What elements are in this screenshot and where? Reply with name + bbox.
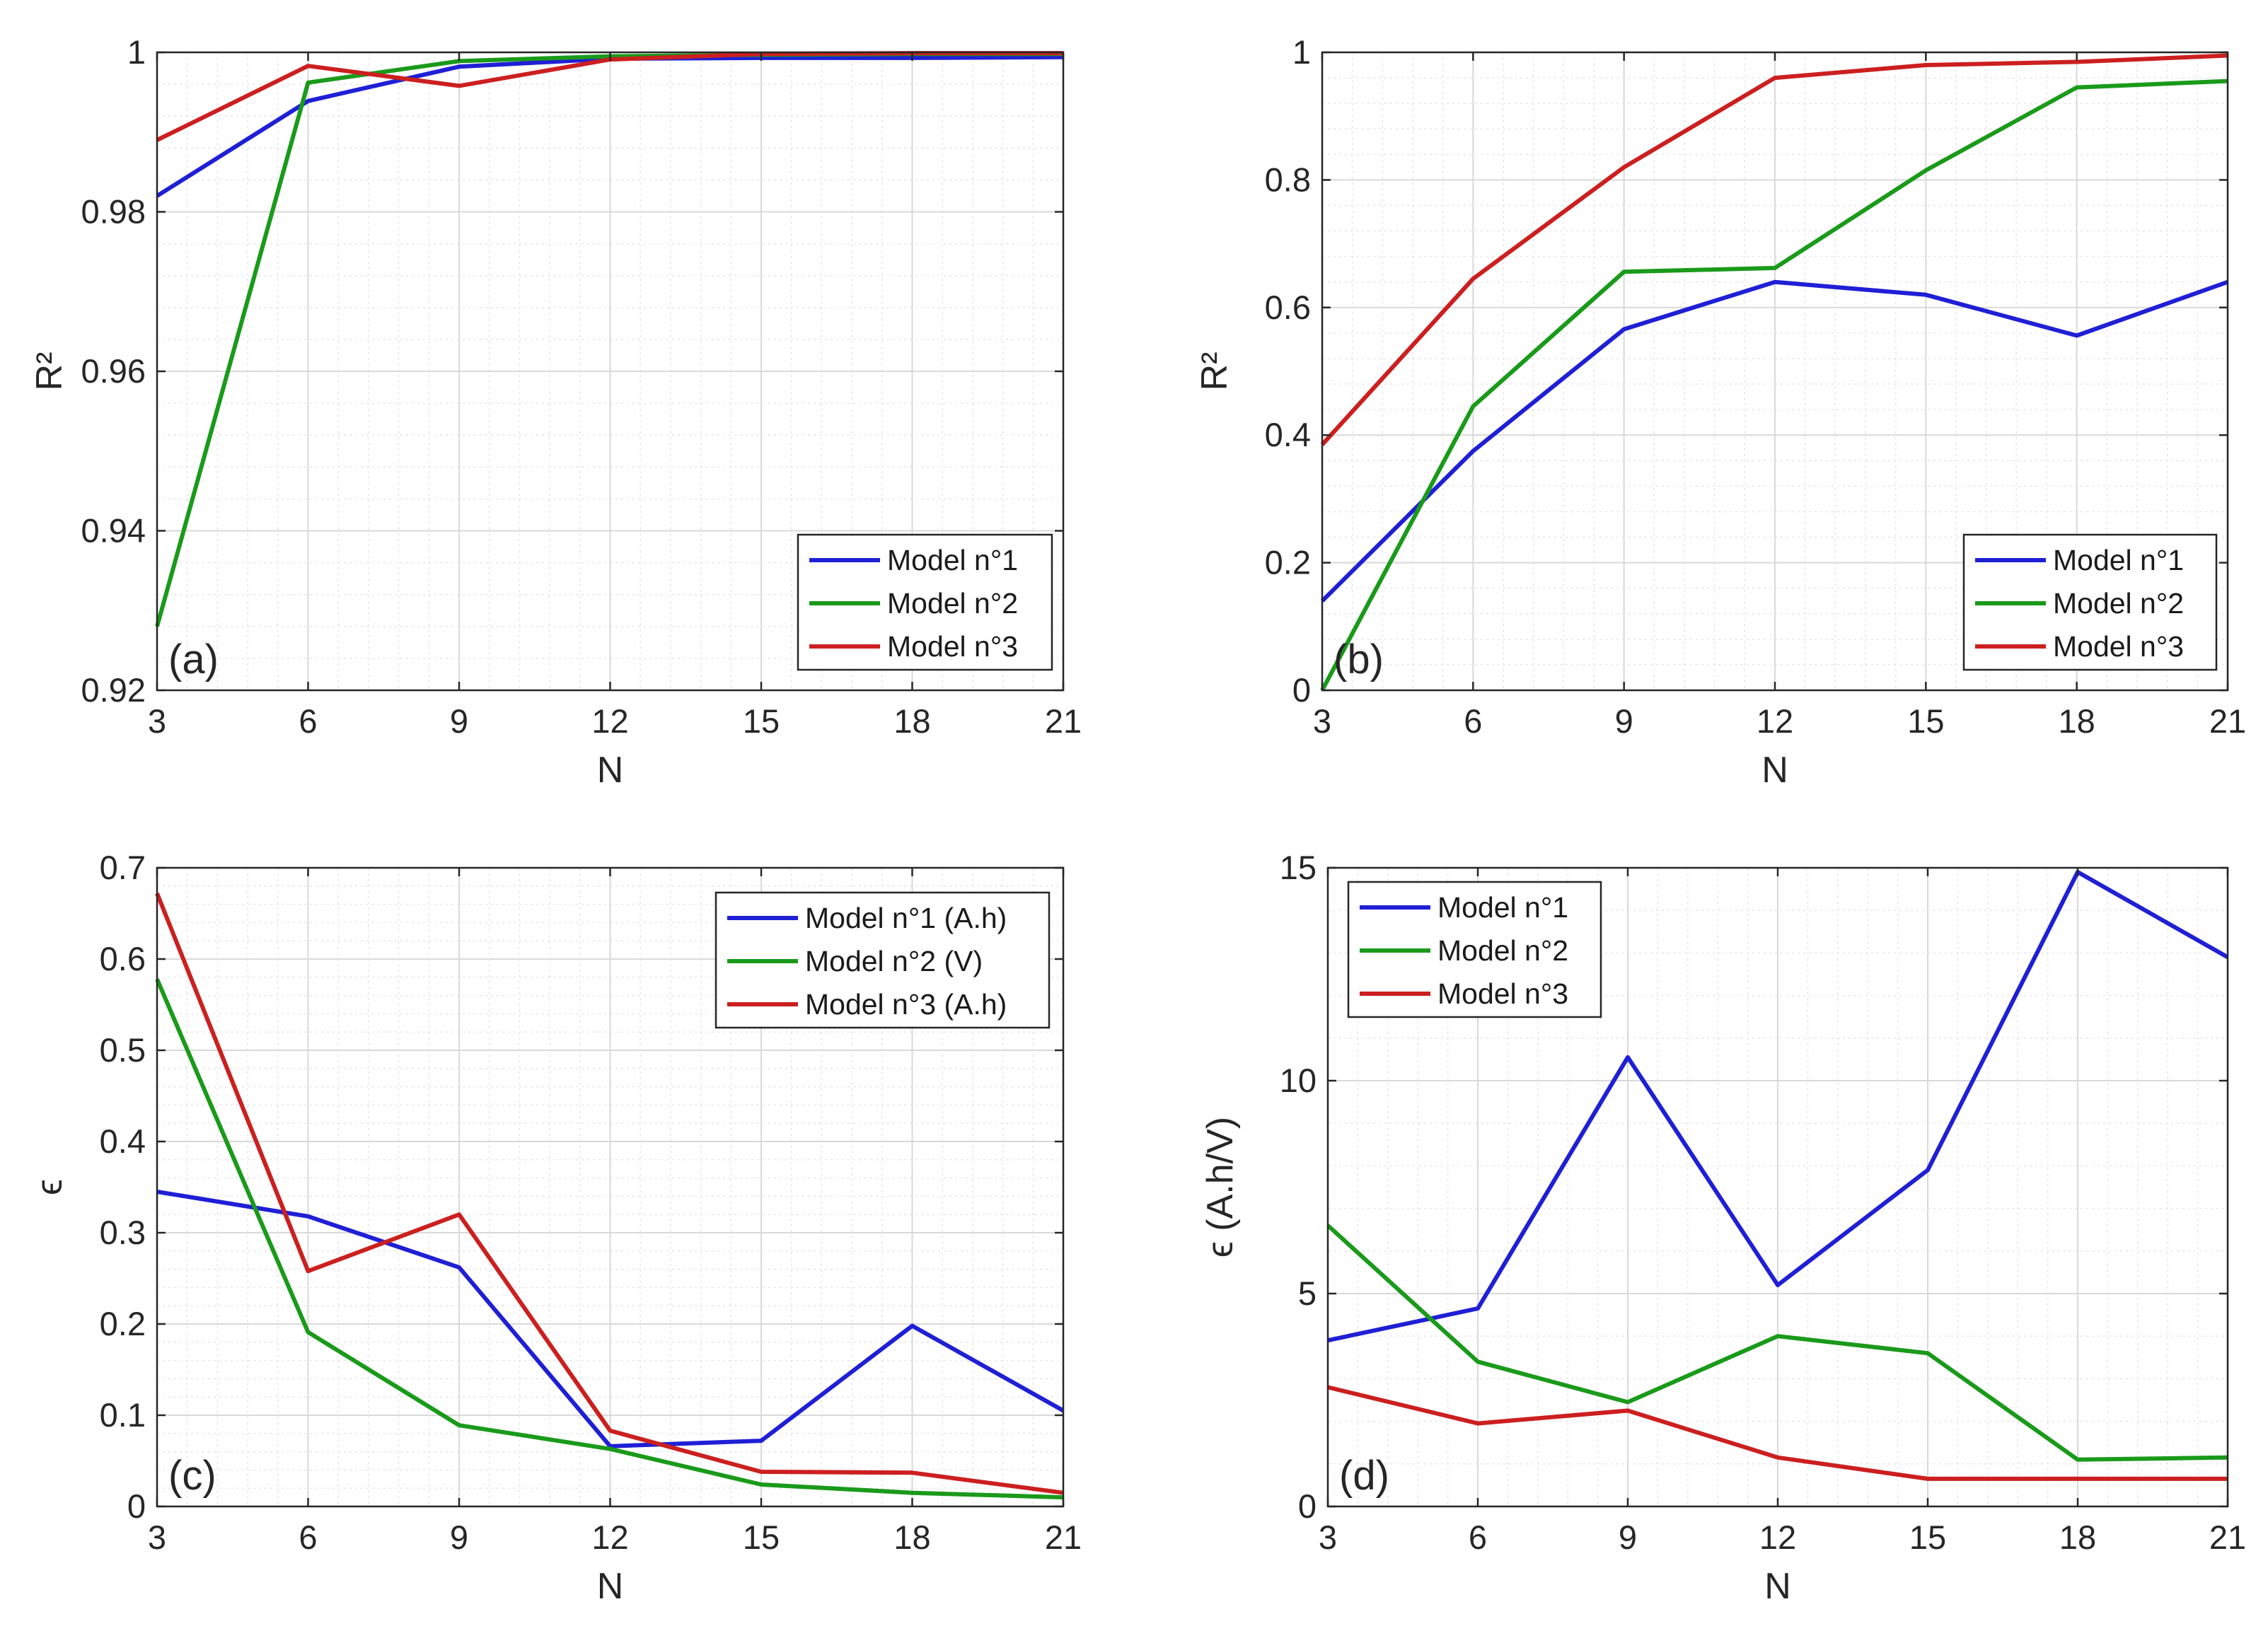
y-axis-label: R² xyxy=(29,352,70,391)
panel-label: (b) xyxy=(1333,637,1384,682)
y-tick-label: 0.6 xyxy=(100,940,146,977)
tick-marks xyxy=(156,51,1065,692)
y-tick-label: 0 xyxy=(1292,671,1311,709)
y-tick-label: 0.4 xyxy=(100,1122,146,1160)
y-tick-label: 0.7 xyxy=(100,849,146,886)
panel-label: (c) xyxy=(168,1453,216,1499)
y-tick-label: 0.4 xyxy=(1265,416,1311,453)
x-tick-label: 3 xyxy=(148,1518,166,1556)
legend-entry-1: Model n°1 xyxy=(2053,544,2184,576)
x-tick-label: 21 xyxy=(2209,1518,2246,1556)
series-line-3 xyxy=(155,892,1064,1495)
panel-label: (d) xyxy=(1339,1453,1389,1499)
x-tick-label: 3 xyxy=(148,702,166,740)
x-tick-label: 12 xyxy=(1757,702,1793,740)
x-axis-label: N xyxy=(1764,1566,1791,1607)
y-axis-label: R² xyxy=(1194,352,1235,391)
tick-marks xyxy=(1326,866,2229,1508)
chart-panel-a: 3 6 9 12 15 18 21 0.92 0.94 0.96 0.98 1 N R² (a) Model … xyxy=(29,33,1082,791)
y-tick-label: 0.5 xyxy=(100,1031,146,1069)
y-tick-label: 0 xyxy=(127,1487,146,1525)
y-axis-label: ϵ xyxy=(29,1179,70,1195)
legend: Model n°1 (A.h) Model n°2 (V) Model n°3 (A… xyxy=(714,891,1051,1029)
legend-entry-3: Model n°3 xyxy=(887,630,1018,663)
series-line-3 xyxy=(1320,53,2228,446)
x-tick-label: 15 xyxy=(1909,1518,1946,1556)
legend-entry-1: Model n°1 (A.h) xyxy=(805,902,1007,934)
x-axis-label: N xyxy=(597,1566,624,1607)
x-axis-label: N xyxy=(1761,750,1788,791)
x-tick-label: 18 xyxy=(2059,702,2095,740)
series-line-2 xyxy=(1320,79,2228,692)
y-tick-label: 0.2 xyxy=(1265,544,1311,581)
x-tick-label: 6 xyxy=(299,1518,317,1556)
y-tick-label: 10 xyxy=(1280,1062,1317,1099)
y-tick-label: 0.2 xyxy=(100,1305,146,1342)
y-tick-label: 0.92 xyxy=(81,671,146,709)
series-line-2 xyxy=(1326,1224,2228,1462)
legend-entry-2: Model n°2 xyxy=(887,587,1018,620)
y-tick-label: 1 xyxy=(127,33,146,71)
legend-entry-2: Model n°2 xyxy=(2053,587,2184,620)
y-tick-label: 0.96 xyxy=(81,352,146,390)
x-tick-label: 9 xyxy=(1619,1518,1637,1556)
y-tick-label: 0.94 xyxy=(81,512,146,550)
legend-entry-3: Model n°3 xyxy=(2053,630,2184,663)
minor-grid xyxy=(1328,868,2228,1506)
y-tick-label: 15 xyxy=(1280,849,1317,886)
x-tick-label: 12 xyxy=(1759,1518,1796,1556)
x-tick-label: 21 xyxy=(2209,702,2246,740)
y-tick-label: 1 xyxy=(1292,33,1311,71)
series-line-2 xyxy=(155,978,1064,1500)
y-tick-label: 5 xyxy=(1298,1274,1317,1312)
series-line-3 xyxy=(1327,1385,2228,1481)
legend-entry-3: Model n°3 (A.h) xyxy=(805,988,1007,1021)
legend: Model n°1 Model n°2 Model n°3 xyxy=(797,533,1053,671)
y-axis-label: ϵ (A.h/V) xyxy=(1200,1117,1241,1257)
x-tick-label: 6 xyxy=(1464,702,1482,740)
y-tick-label: 0.6 xyxy=(1265,289,1311,326)
chart-panel-c: 3 6 9 12 15 18 21 0 0.1 0.2 0.3 0.4 0.5 0.6 0.7 Nϵ (c) Mo… xyxy=(29,849,1082,1607)
x-tick-label: 15 xyxy=(1907,702,1944,740)
x-tick-label: 21 xyxy=(1045,702,1082,740)
y-tick-label: 0.1 xyxy=(100,1396,146,1434)
x-tick-label: 9 xyxy=(450,1518,468,1556)
x-tick-label: 18 xyxy=(2059,1518,2096,1556)
legend-entry-2: Model n°2 xyxy=(1437,934,1568,967)
legend-entry-3: Model n°3 xyxy=(1437,977,1568,1010)
series-line-1 xyxy=(1320,279,2229,603)
y-tick-label: 0 xyxy=(1298,1487,1317,1525)
x-tick-label: 15 xyxy=(743,1518,780,1556)
series-line-1 xyxy=(156,1190,1065,1448)
x-tick-label: 9 xyxy=(450,702,468,740)
x-tick-label: 6 xyxy=(299,702,317,740)
x-tick-label: 3 xyxy=(1319,1518,1337,1556)
x-tick-label: 9 xyxy=(1615,702,1633,740)
y-tick-label: 0.8 xyxy=(1265,161,1311,198)
x-tick-label: 21 xyxy=(1045,1518,1082,1556)
tick-marks xyxy=(1321,51,2229,692)
tick-marks xyxy=(156,866,1065,1508)
legend: Model n°1 Model n°2 Model n°3 xyxy=(1347,881,1602,1018)
y-tick-label: 0.3 xyxy=(100,1214,146,1251)
x-tick-label: 6 xyxy=(1469,1518,1487,1556)
chart-panel-b: 3 6 9 12 15 18 21 0 0.2 0.4 0.6 0.8 1 N R² (b) Model n°1… xyxy=(1194,33,2246,791)
legend: Model n°1 Model n°2 Model n°3 xyxy=(1962,533,2218,671)
legend-entry-1: Model n°1 xyxy=(887,544,1018,576)
legend-entry-2: Model n°2 (V) xyxy=(805,945,983,977)
y-tick-label: 0.98 xyxy=(81,193,146,231)
x-tick-label: 3 xyxy=(1313,702,1331,740)
panel-label: (a) xyxy=(168,637,219,682)
x-tick-label: 18 xyxy=(893,1518,930,1556)
x-axis-label: N xyxy=(597,750,624,791)
legend-entry-1: Model n°1 xyxy=(1437,891,1568,924)
x-tick-label: 15 xyxy=(743,702,780,740)
x-tick-label: 18 xyxy=(893,702,930,740)
x-tick-label: 12 xyxy=(591,702,628,740)
x-tick-label: 12 xyxy=(591,1518,628,1556)
